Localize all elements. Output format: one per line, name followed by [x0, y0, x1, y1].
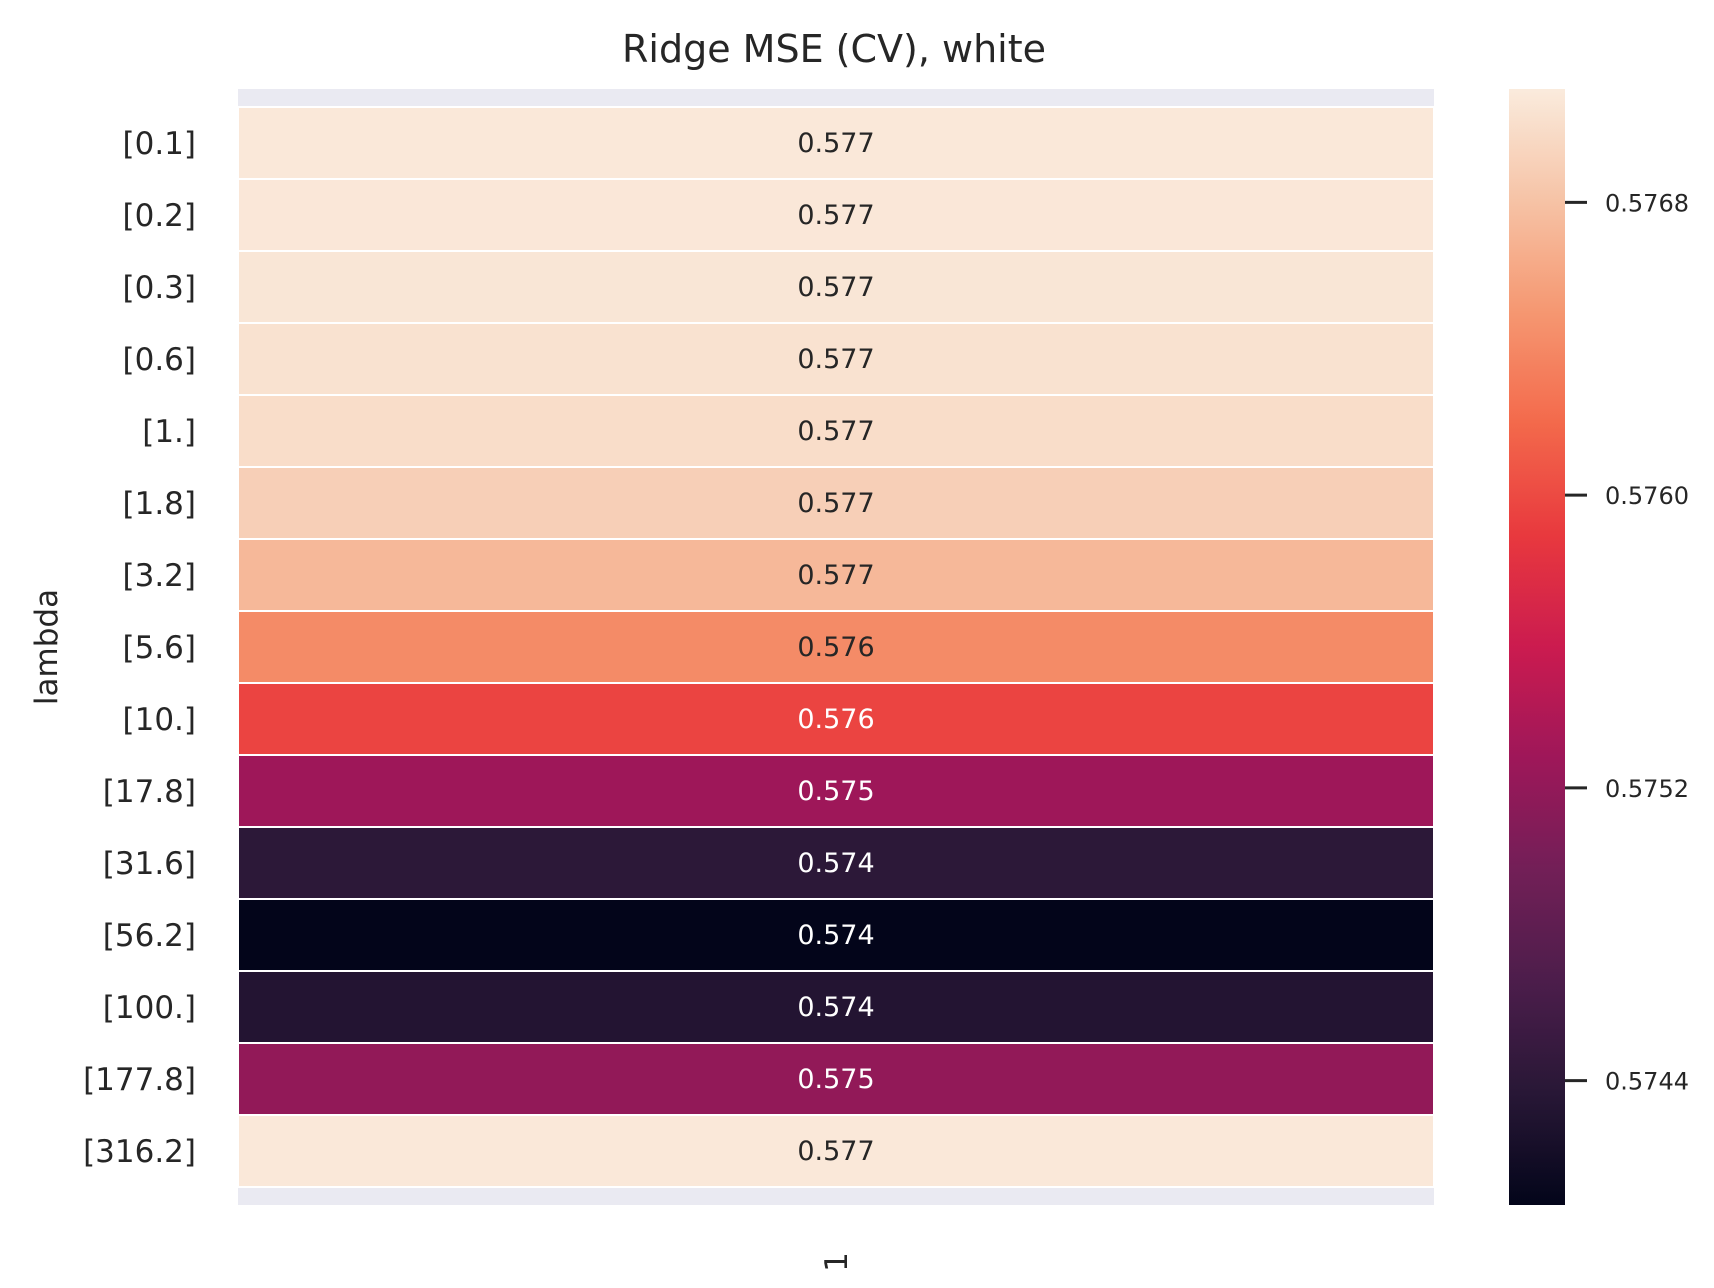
y-tick-label: [10.] — [123, 702, 197, 738]
heatmap-cell — [237, 106, 1435, 180]
colorbar-tick-label: 0.5744 — [1605, 1068, 1689, 1096]
heatmap-cell — [237, 754, 1435, 828]
y-tick-label: [1.8] — [123, 486, 197, 522]
heatmap-cell — [237, 250, 1435, 324]
y-tick-label: [17.8] — [103, 774, 196, 810]
x-tick-label: 1 — [819, 1252, 855, 1272]
cell-value-label: 0.577 — [797, 416, 874, 447]
chart-title: Ridge MSE (CV), white — [622, 27, 1046, 71]
heatmap-cell — [237, 1114, 1435, 1188]
heatmap-cell — [237, 538, 1435, 612]
y-tick-labels: [0.1] [0.2] [0.3] [0.6] [1.] [1.8] [3.2] [5.6] [… — [83, 126, 196, 1170]
cell-value-label: 0.574 — [797, 992, 874, 1023]
y-tick-label: [31.6] — [103, 846, 196, 882]
heatmap-cell — [237, 178, 1435, 252]
y-tick-label: [100.] — [103, 990, 196, 1026]
heatmap-cells: 0.577 0.577 0.577 0.577 0.577 0.577 0.577 0.576… — [237, 106, 1435, 1188]
cell-value-label: 0.577 — [797, 560, 874, 591]
cell-value-label: 0.574 — [797, 848, 874, 879]
cell-value-label: 0.577 — [797, 200, 874, 231]
colorbar: 0.5744 0.5752 0.5760 0.5768 — [1509, 89, 1689, 1205]
cell-value-label: 0.577 — [797, 272, 874, 303]
y-tick-label: [56.2] — [103, 918, 196, 954]
cell-value-label: 0.576 — [797, 704, 874, 735]
y-tick-label: [0.3] — [123, 270, 197, 306]
y-tick-label: [1.] — [142, 414, 196, 450]
cell-value-label: 0.574 — [797, 920, 874, 951]
y-tick-label: [3.2] — [123, 558, 197, 594]
colorbar-tick-label: 0.5752 — [1605, 775, 1689, 803]
cell-value-label: 0.576 — [797, 632, 874, 663]
heatmap-cell — [237, 610, 1435, 684]
y-tick-label: [0.2] — [123, 198, 197, 234]
colorbar-tick-label: 0.5760 — [1605, 482, 1689, 510]
cell-value-label: 0.575 — [797, 1064, 874, 1095]
cell-value-label: 0.577 — [797, 128, 874, 159]
cell-value-label: 0.577 — [797, 1136, 874, 1167]
y-tick-label: [0.1] — [123, 126, 197, 162]
heatmap-cell — [237, 682, 1435, 756]
cell-value-label: 0.577 — [797, 344, 874, 375]
heatmap-cell — [237, 970, 1435, 1044]
heatmap-cell — [237, 1042, 1435, 1116]
colorbar-gradient — [1509, 89, 1565, 1205]
x-tick-labels: 1 — [819, 1252, 855, 1272]
y-tick-label: [177.8] — [83, 1062, 196, 1098]
cell-value-label: 0.577 — [797, 488, 874, 519]
colorbar-tick-label: 0.5768 — [1605, 189, 1689, 217]
cell-value-label: 0.575 — [797, 776, 874, 807]
y-tick-label: [5.6] — [123, 630, 197, 666]
heatmap-cell — [237, 898, 1435, 972]
y-tick-label: [316.2] — [83, 1134, 196, 1170]
y-axis-label: lambda — [29, 589, 65, 705]
y-tick-label: [0.6] — [123, 342, 197, 378]
